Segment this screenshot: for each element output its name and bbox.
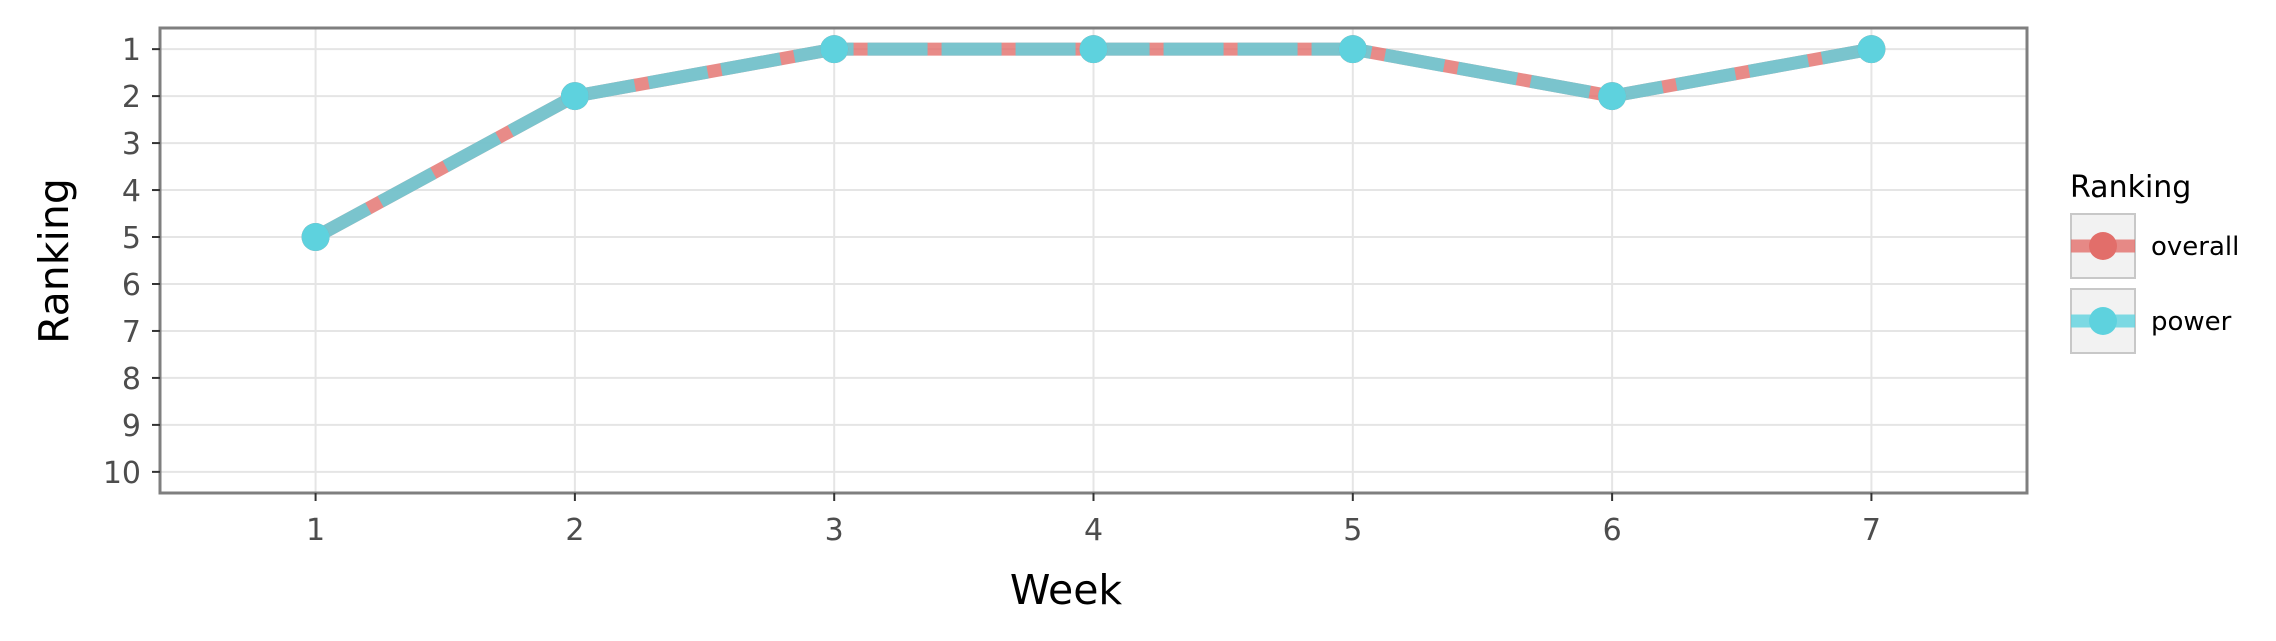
data-point-power <box>820 35 849 64</box>
data-point-power <box>1598 82 1627 111</box>
legend-label-power: power <box>2151 307 2232 337</box>
legend-marker-power <box>2089 307 2117 335</box>
y-tick-label: 6 <box>122 268 141 303</box>
legend: Ranking overall power <box>2070 170 2239 354</box>
y-tick-label: 1 <box>122 33 141 68</box>
legend-marker-overall <box>2089 232 2117 260</box>
legend-label-overall: overall <box>2151 232 2239 262</box>
y-tick-label: 5 <box>122 221 141 256</box>
data-point-power <box>1857 35 1886 64</box>
data-point-power <box>1338 35 1367 64</box>
data-point-power <box>560 82 589 111</box>
y-axis-title: Ranking <box>30 178 78 344</box>
legend-entry-power: power <box>2070 288 2232 354</box>
data-points <box>301 35 1886 252</box>
y-tick-label: 4 <box>122 174 141 209</box>
data-point-power <box>1079 35 1108 64</box>
x-tick-label: 5 <box>1343 513 1362 548</box>
x-tick-label: 6 <box>1603 513 1622 548</box>
legend-title: Ranking <box>2070 170 2191 205</box>
grid-lines <box>160 28 2027 493</box>
x-tick-label: 3 <box>825 513 844 548</box>
y-tick-label: 7 <box>122 315 141 350</box>
data-point-power <box>301 223 330 252</box>
y-tick-label: 3 <box>122 127 141 162</box>
x-tick-label: 4 <box>1084 513 1103 548</box>
x-tick-label: 1 <box>306 513 325 548</box>
y-tick-label: 8 <box>122 362 141 397</box>
y-tick-label: 10 <box>103 456 141 491</box>
x-axis-ticks: 1 2 3 4 5 6 7 <box>306 493 1881 548</box>
x-tick-label: 2 <box>565 513 584 548</box>
y-tick-label: 2 <box>122 80 141 115</box>
y-tick-label: 9 <box>122 409 141 444</box>
x-tick-label: 7 <box>1862 513 1881 548</box>
y-axis-ticks: 1 2 3 4 5 6 7 8 9 10 <box>103 33 160 491</box>
legend-entry-overall: overall <box>2070 213 2239 279</box>
x-axis-title: Week <box>1010 566 1123 614</box>
